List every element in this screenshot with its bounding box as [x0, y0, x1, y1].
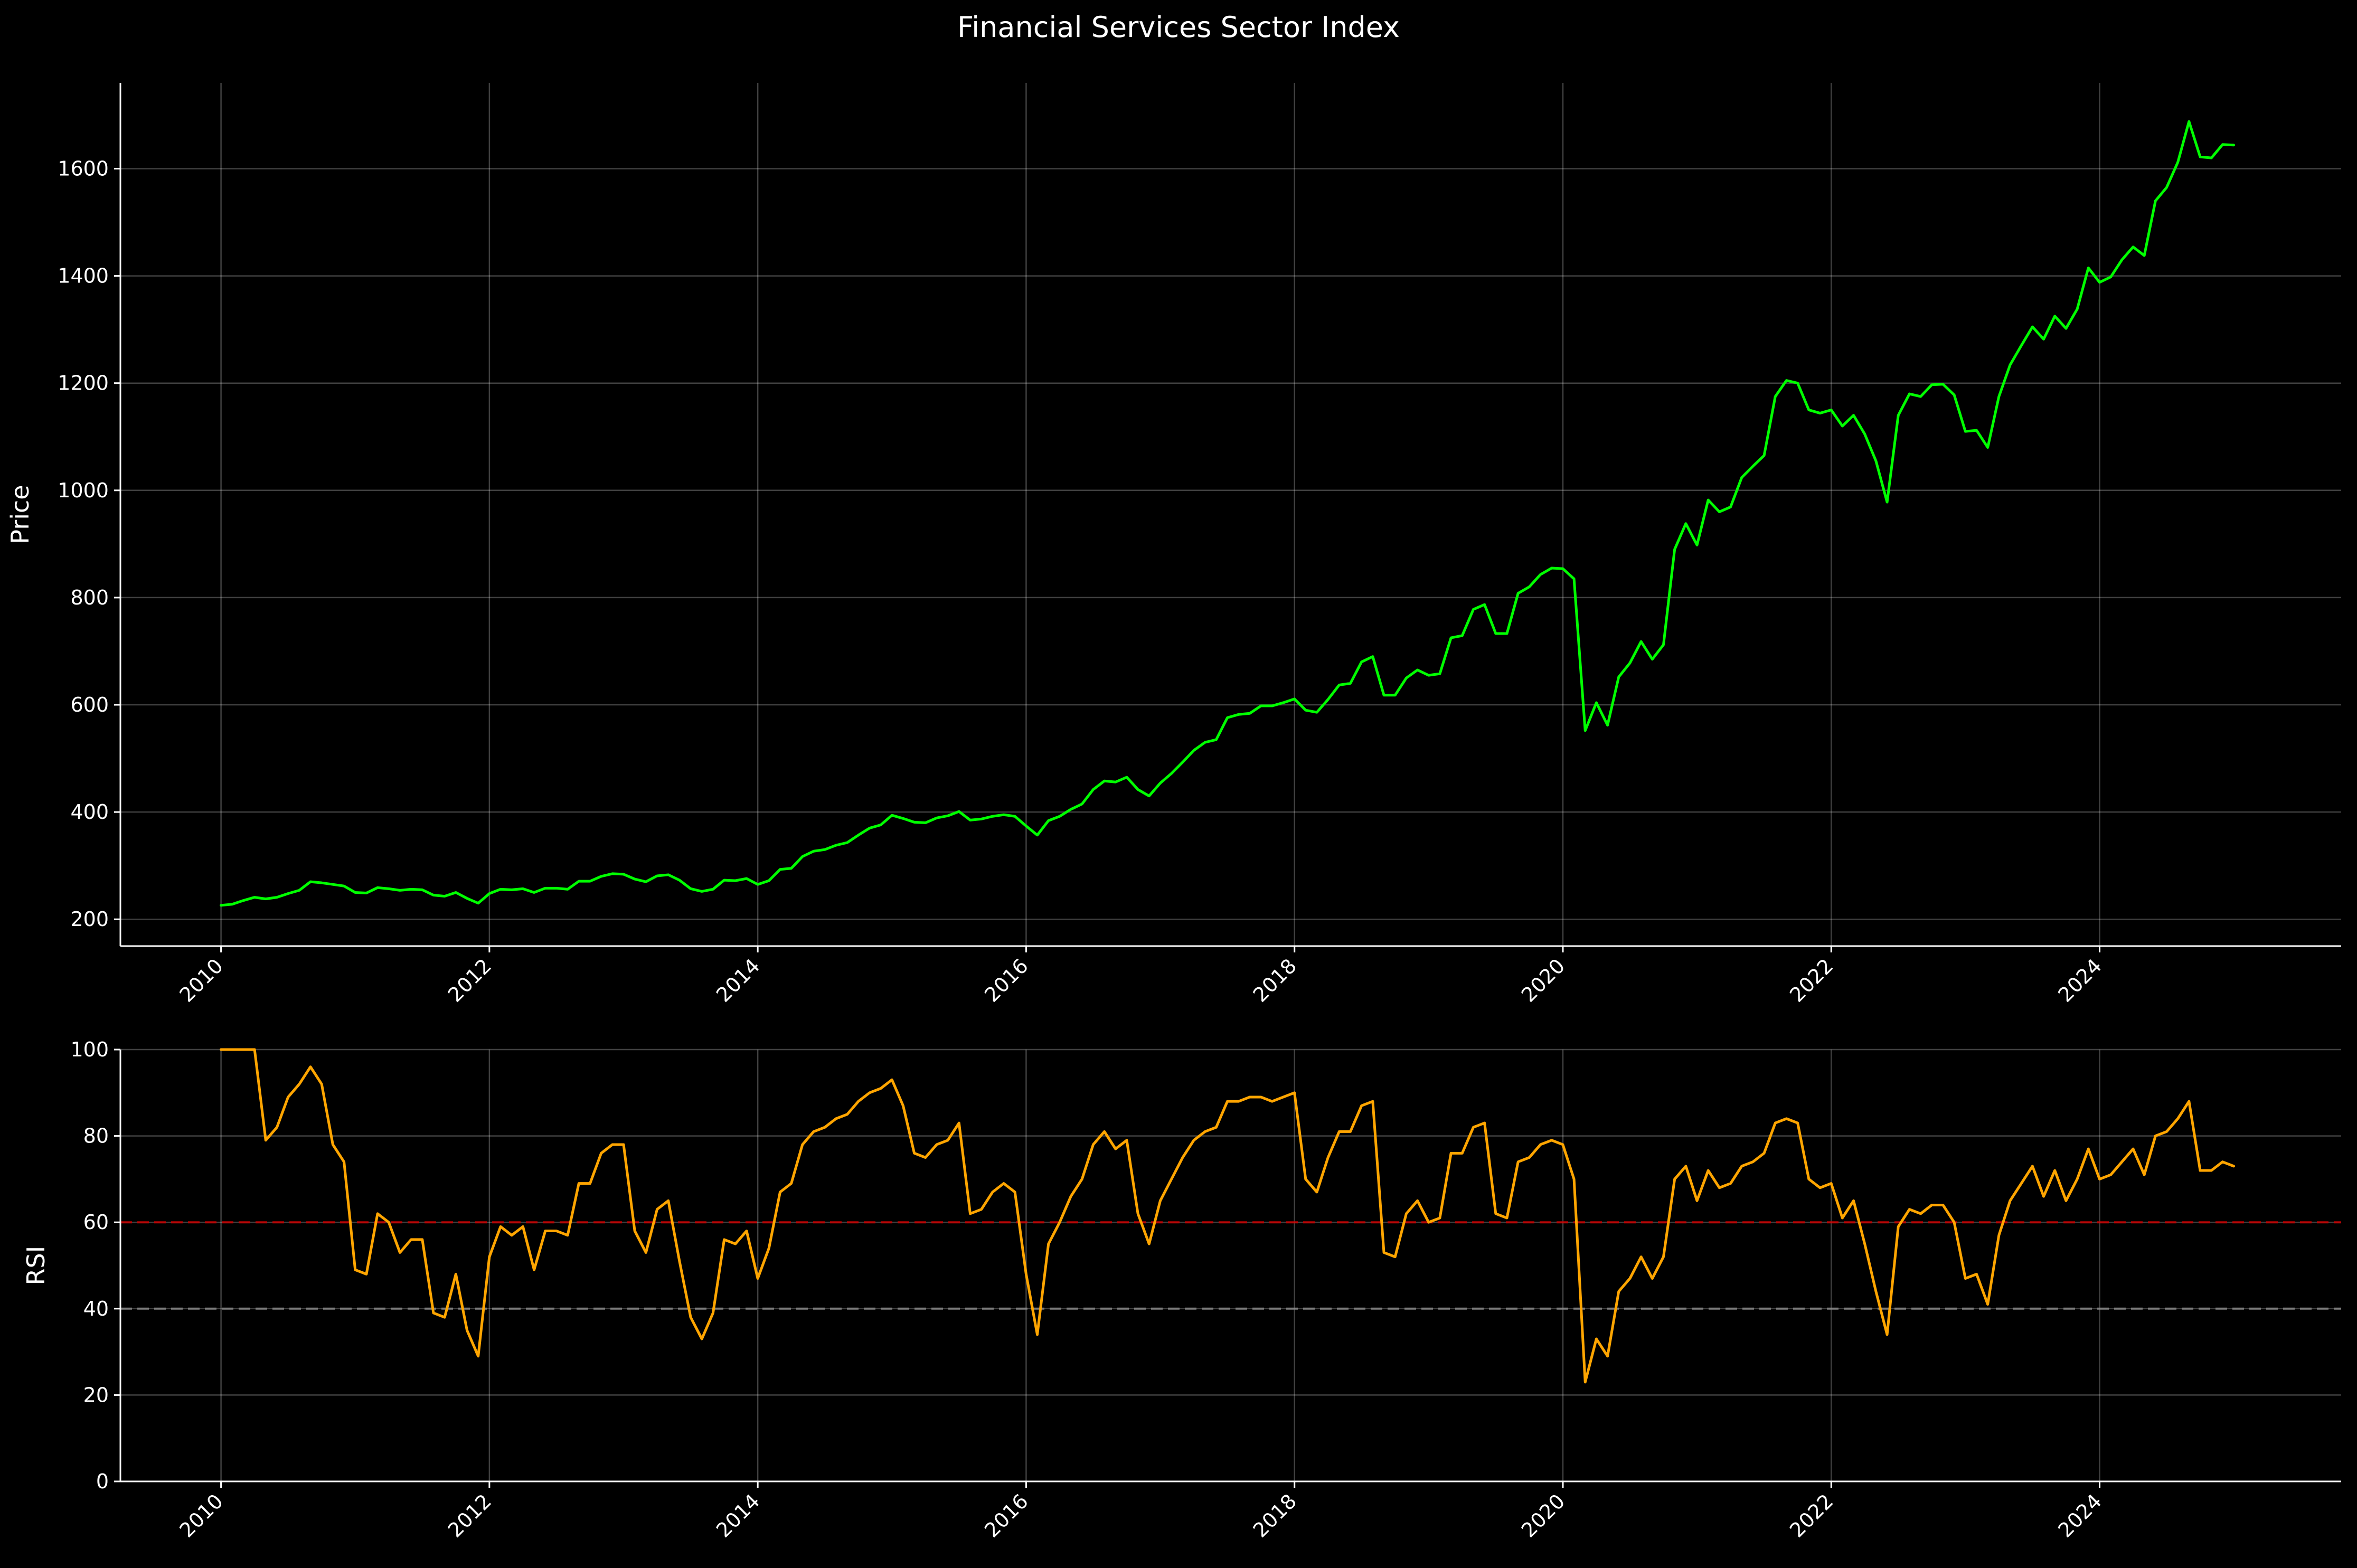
- y-tick-label: 1200: [58, 372, 109, 395]
- price-line: [220, 120, 2236, 907]
- price-axes: [119, 83, 2341, 947]
- rsi-series: [220, 1048, 2236, 1384]
- y-tick-label: 800: [70, 586, 109, 609]
- rsi-axes: [119, 1050, 2341, 1482]
- y-tick-label: 1400: [58, 265, 109, 288]
- y-tick-label: 20: [83, 1383, 109, 1406]
- price-y-axis-label: Price: [6, 485, 34, 544]
- y-tick-label: 80: [83, 1125, 109, 1148]
- y-tick-label: 1600: [58, 157, 109, 180]
- price-grid: [120, 83, 2341, 946]
- rsi-line: [220, 1048, 2236, 1384]
- y-tick-label: 60: [83, 1211, 109, 1234]
- y-tick-label: 40: [83, 1297, 109, 1320]
- y-tick-label: 1000: [58, 479, 109, 502]
- y-tick-label: 0: [96, 1470, 109, 1493]
- y-tick-label: 400: [70, 800, 109, 824]
- chart-title: Financial Services Sector Index: [957, 11, 1400, 44]
- y-tick-label: 100: [70, 1038, 109, 1061]
- rsi-reference-lines: [120, 1221, 2341, 1310]
- price-series: [220, 120, 2236, 907]
- rsi-y-axis-label: RSI: [22, 1246, 50, 1286]
- y-tick-label: 200: [70, 908, 109, 931]
- y-tick-label: 600: [70, 693, 109, 716]
